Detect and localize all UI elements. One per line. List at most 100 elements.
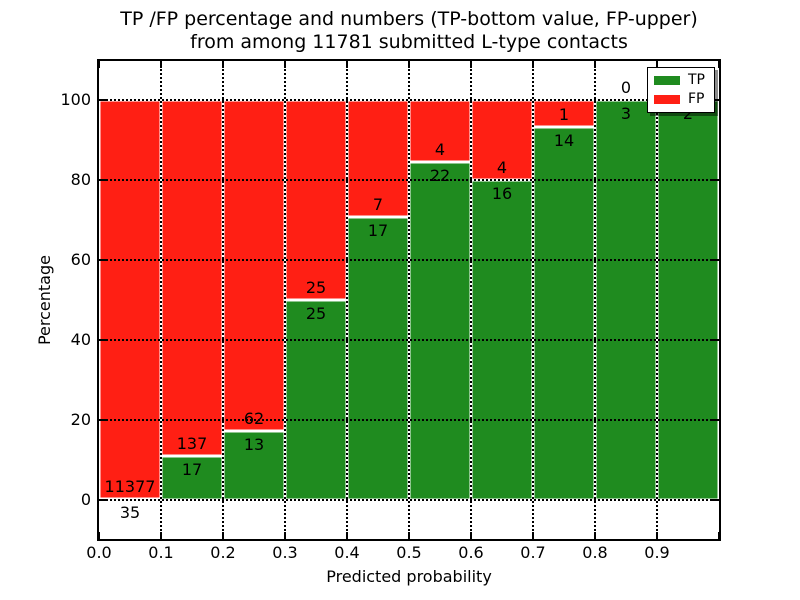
x-tick: [470, 61, 472, 68]
y-tick-label: 0: [80, 490, 91, 509]
tp-count-label: 14: [553, 130, 575, 150]
x-tick: [656, 532, 658, 539]
y-tick-label: 40: [70, 330, 91, 349]
v-gridline: [408, 61, 410, 539]
fp-legend-label: FP: [688, 90, 705, 107]
tp-count-label: 25: [305, 304, 327, 323]
y-tick: [99, 99, 106, 101]
y-tick-label: 80: [70, 170, 91, 189]
fp-bar-segment: [533, 100, 595, 127]
fp-count-label: 1: [558, 104, 570, 124]
fp-bar-segment: [347, 100, 409, 217]
v-gridline: [470, 61, 472, 539]
plot-area: TP FP 11377 35 137 17 62 13 25 25 7 17 4 22 4 16 1 14 0 3…: [98, 61, 720, 539]
fp-count-label: 62: [243, 408, 265, 428]
fp-bar-segment: [409, 100, 471, 162]
y-tick-label: 60: [70, 250, 91, 269]
x-tick: [284, 61, 286, 68]
y-tick-label: 20: [70, 410, 91, 429]
chart-title-line1: TP /FP percentage and numbers (TP-bottom…: [120, 8, 698, 30]
y-tick: [99, 259, 106, 261]
y-tick: [712, 179, 719, 181]
tp-count-label: 17: [367, 220, 389, 240]
tp-count-label: 16: [491, 184, 513, 203]
x-tick-label: 0.3: [272, 543, 298, 562]
x-tick-label: 0.8: [582, 543, 608, 562]
x-tick: [98, 532, 100, 539]
fp-count-label: 0: [620, 78, 632, 97]
tp-bar-segment: [533, 126, 595, 500]
tp-count-label: 3: [620, 104, 632, 123]
fp-bar-segment: [99, 100, 161, 499]
v-gridline: [222, 61, 224, 539]
tp-count-label: 22: [429, 165, 451, 185]
fp-count-label: 137: [176, 433, 208, 453]
x-tick: [222, 532, 224, 539]
x-tick: [718, 61, 720, 68]
tp-count-label: 35: [119, 502, 141, 522]
x-tick: [222, 61, 224, 68]
x-tick: [346, 532, 348, 539]
tp-count-label: 2: [682, 104, 694, 123]
x-tick-label: 0.6: [458, 543, 484, 562]
y-tick: [99, 419, 106, 421]
fp-count-label: 25: [305, 278, 327, 297]
tp-count-label: 17: [181, 459, 203, 479]
tp-legend-label: TP: [688, 72, 705, 89]
tp-legend-swatch-icon: [654, 76, 680, 86]
tp-bar-segment: [595, 100, 657, 500]
x-tick-label: 0.5: [396, 543, 422, 562]
tp-bar-segment: [657, 100, 719, 500]
x-tick-label: 0.1: [148, 543, 174, 562]
fp-count-label: 7: [372, 194, 384, 214]
x-tick: [160, 532, 162, 539]
y-axis-title: Percentage: [35, 255, 54, 346]
tp-bar-segment: [347, 216, 409, 500]
v-gridline: [656, 61, 658, 539]
x-tick: [408, 532, 410, 539]
fp-count-label: 4: [434, 139, 446, 159]
chart-title-line2: from among 11781 submitted L-type contac…: [190, 31, 628, 53]
x-tick: [594, 532, 596, 539]
y-tick: [712, 99, 719, 101]
x-tick: [656, 61, 658, 68]
tp-count-label: 13: [243, 434, 265, 454]
fp-legend-swatch-icon: [654, 94, 680, 104]
tp-bar-segment: [285, 300, 347, 500]
chart-title: TP /FP percentage and numbers (TP-bottom…: [99, 8, 719, 54]
x-tick-label: 0.2: [210, 543, 236, 562]
v-gridline: [346, 61, 348, 539]
legend-entry-tp: TP: [654, 73, 708, 88]
x-axis-title: Predicted probability: [326, 567, 492, 586]
x-tick-label: 0.4: [334, 543, 360, 562]
y-tick: [99, 499, 106, 501]
y-tick-label: 100: [60, 90, 91, 109]
v-gridline: [594, 61, 596, 539]
fp-count-label: 4: [496, 158, 508, 177]
x-tick: [408, 61, 410, 68]
x-tick: [346, 61, 348, 68]
v-gridline: [284, 61, 286, 539]
y-tick: [712, 499, 719, 501]
fp-bar-segment: [223, 100, 285, 431]
fp-bar-segment: [285, 100, 347, 300]
x-tick-label: 0.9: [644, 543, 670, 562]
y-tick: [99, 339, 106, 341]
x-tick: [718, 532, 720, 539]
x-tick: [160, 61, 162, 68]
y-tick: [712, 259, 719, 261]
x-tick: [532, 61, 534, 68]
x-tick: [532, 532, 534, 539]
x-tick: [98, 61, 100, 68]
y-tick: [712, 339, 719, 341]
y-tick: [99, 179, 106, 181]
legend-entry-fp: FP: [654, 90, 708, 107]
x-tick: [470, 532, 472, 539]
v-gridline: [532, 61, 534, 539]
x-tick: [594, 61, 596, 68]
x-tick-label: 0.0: [86, 543, 112, 562]
y-tick: [712, 419, 719, 421]
fp-bar-segment: [161, 100, 223, 456]
tp-bar-segment: [409, 161, 471, 500]
